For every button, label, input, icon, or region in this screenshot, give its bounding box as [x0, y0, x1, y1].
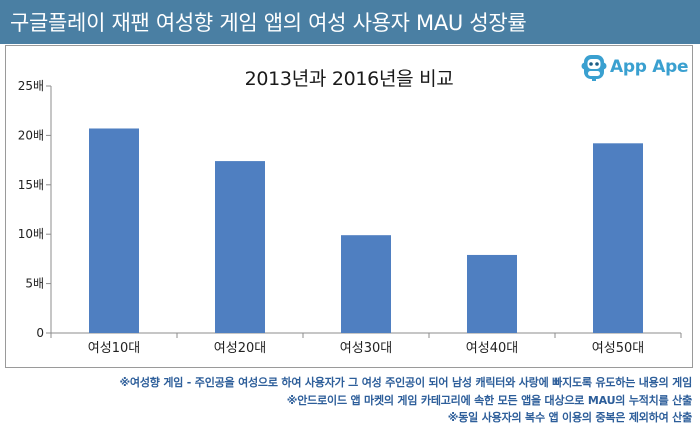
chart-title: 2013년과 2016년을 비교 [244, 68, 454, 90]
header-banner: 구글플레이 재팬 여성향 게임 앱의 여성 사용자 MAU 성장률 [0, 0, 700, 44]
x-tick-label: 여성30대 [340, 341, 392, 356]
y-tick-label: 20배 [18, 128, 44, 142]
y-tick-label: 25배 [18, 79, 44, 93]
y-tick-label: 10배 [18, 227, 44, 241]
x-tick-label: 여성40대 [466, 341, 518, 356]
footnote-2: ※안드로이드 앱 마켓의 게임 카테고리에 속한 모든 앱을 대상으로 MAU의… [286, 393, 692, 407]
bar [341, 235, 391, 333]
footnote-3: ※동일 사용자의 복수 앱 이용의 중복은 제외하여 산출 [447, 411, 692, 424]
footnotes: ※여성향 게임 - 주인공을 여성으로 하여 사용자가 그 여성 주인공이 되어… [119, 374, 692, 427]
x-tick-label: 여성20대 [214, 341, 266, 356]
bar [467, 254, 517, 333]
x-tick-label: 여성50대 [592, 341, 644, 356]
app-ape-monkey-icon [581, 55, 607, 81]
bar [89, 128, 139, 333]
app-ape-logo: App Ape [581, 54, 689, 82]
y-tick-label: 0 [36, 326, 44, 340]
page-title: 구글플레이 재팬 여성향 게임 앱의 여성 사용자 MAU 성장률 [10, 11, 527, 35]
logo-text: App Ape [610, 57, 689, 77]
y-tick-label: 15배 [18, 178, 44, 192]
bar [215, 161, 265, 333]
y-tick-label: 5배 [25, 277, 44, 291]
bar [593, 143, 643, 333]
x-tick-label: 여성10대 [88, 341, 140, 356]
chart-frame: 2013년과 2016년을 비교 App Ape 0 5배 10배 15배 20배 25배… [5, 45, 693, 368]
footnote-1: ※여성향 게임 - 주인공을 여성으로 하여 사용자가 그 여성 주인공이 되어… [119, 376, 692, 389]
